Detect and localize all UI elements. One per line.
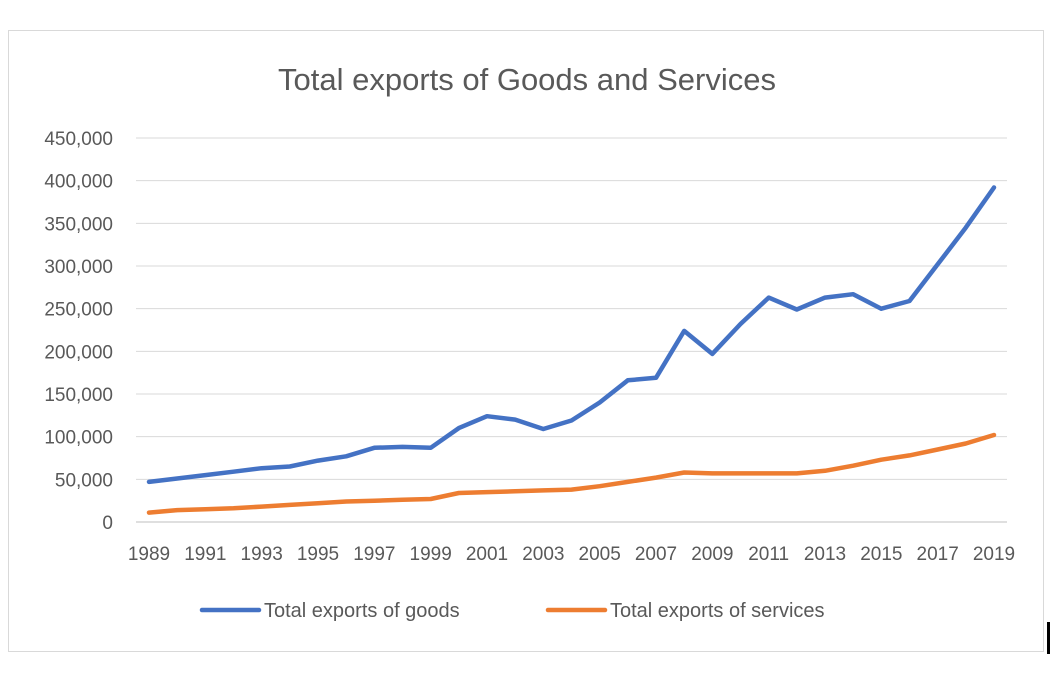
y-tick-label: 450,000 [44, 129, 113, 150]
y-tick-label: 200,000 [44, 342, 113, 363]
chart-title: Total exports of Goods and Services [278, 62, 776, 97]
series-layer [146, 185, 997, 515]
x-tick-label: 2003 [522, 544, 564, 565]
chart-frame: Total exports of Goods and Services 0 50,… [8, 30, 1044, 652]
chart-svg: Total exports of Goods and Services 0 50,… [44, 62, 1015, 622]
series-line-services [146, 432, 997, 515]
x-tick-label: 2009 [691, 544, 733, 565]
grid-layer [136, 137, 1007, 523]
y-axis-tick-labels: 0 50,000 100,000 150,000 200,000 250,000 300,0… [44, 129, 113, 534]
legend-label-services: Total exports of services [610, 600, 825, 622]
x-tick-label: 1991 [184, 544, 226, 565]
text-cursor [1047, 622, 1050, 654]
y-tick-label: 150,000 [44, 385, 113, 406]
y-tick-label: 0 [102, 513, 113, 534]
y-tick-label: 400,000 [44, 172, 113, 193]
x-axis-tick-labels: 1989 1991 1993 1995 1997 1999 2001 2003 2005 2007… [128, 544, 1015, 565]
y-tick-label: 300,000 [44, 257, 113, 278]
x-tick-label: 2017 [917, 544, 959, 565]
y-tick-label: 350,000 [44, 214, 113, 235]
legend[interactable]: Total exports of goods Total exports of s… [199, 600, 825, 622]
y-tick-label: 50,000 [55, 470, 113, 491]
x-tick-label: 2007 [635, 544, 677, 565]
x-tick-label: 2019 [973, 544, 1015, 565]
x-tick-label: 2001 [466, 544, 508, 565]
x-tick-label: 1989 [128, 544, 170, 565]
x-tick-label: 2015 [860, 544, 902, 565]
x-tick-label: 1995 [297, 544, 339, 565]
x-tick-label: 2011 [748, 544, 789, 565]
x-tick-label: 1999 [410, 544, 452, 565]
y-tick-label: 250,000 [44, 300, 113, 321]
series-line-goods [146, 185, 997, 485]
legend-label-goods: Total exports of goods [264, 600, 460, 622]
x-tick-label: 2005 [579, 544, 621, 565]
x-tick-label: 1993 [241, 544, 283, 565]
x-tick-label: 2013 [804, 544, 846, 565]
y-tick-label: 100,000 [44, 428, 113, 449]
x-tick-label: 1997 [353, 544, 395, 565]
